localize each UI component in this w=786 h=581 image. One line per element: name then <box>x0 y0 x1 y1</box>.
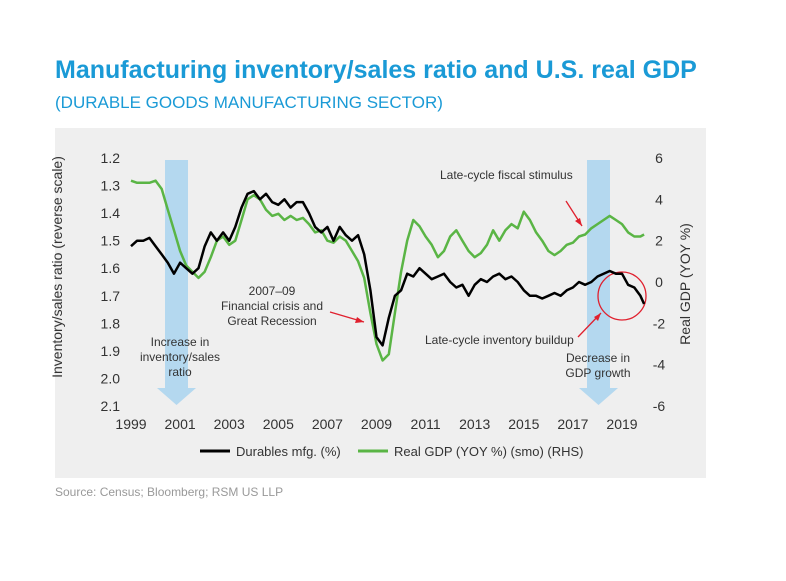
y-tick-label: 2.1 <box>101 398 121 414</box>
y-tick-label: 2.0 <box>101 370 121 386</box>
y-tick-label: 1.8 <box>101 315 121 331</box>
pointer-head <box>355 317 364 323</box>
annotation: inventory/sales <box>140 350 220 364</box>
annotation: Late-cycle inventory buildup <box>425 333 574 347</box>
y2-axis-label: Real GDP (YOY %) <box>677 223 693 345</box>
y-tick-label: 1.7 <box>101 288 121 304</box>
annotation: Financial crisis and <box>221 299 323 313</box>
y2-tick-label: 2 <box>655 233 663 249</box>
annotation: Decrease in <box>566 351 630 365</box>
annotation: ratio <box>168 365 192 379</box>
y-tick-label: 1.4 <box>101 205 121 221</box>
pointer-head <box>594 313 601 321</box>
x-tick-label: 2015 <box>508 416 539 432</box>
legend-label: Durables mfg. (%) <box>236 444 341 459</box>
x-tick-label: 2019 <box>606 416 637 432</box>
y2-tick-label: 4 <box>655 191 663 207</box>
x-tick-label: 2017 <box>557 416 588 432</box>
x-tick-label: 2001 <box>165 416 196 432</box>
chart-title: Manufacturing inventory/sales ratio and … <box>55 56 697 84</box>
y2-tick-label: -6 <box>653 398 666 414</box>
annotation: Great Recession <box>227 314 316 328</box>
y-tick-label: 1.3 <box>101 178 121 194</box>
x-tick-label: 2013 <box>459 416 490 432</box>
y-axis-label: Inventory/sales ratio (reverse scale) <box>49 156 65 378</box>
x-tick-label: 1999 <box>115 416 146 432</box>
chart-subtitle: (DURABLE GOODS MANUFACTURING SECTOR) <box>55 93 443 112</box>
y-tick-label: 1.6 <box>101 260 121 276</box>
annotation: Late-cycle fiscal stimulus <box>440 168 573 182</box>
data-line <box>130 189 646 347</box>
annotation: GDP growth <box>565 366 630 380</box>
annotation: Increase in <box>151 335 210 349</box>
y2-tick-label: 0 <box>655 274 663 290</box>
y2-tick-label: -4 <box>653 357 666 373</box>
x-tick-label: 2007 <box>312 416 343 432</box>
y-tick-label: 1.9 <box>101 343 121 359</box>
x-tick-label: 2011 <box>411 416 441 432</box>
x-tick-label: 2009 <box>361 416 392 432</box>
annotation: 2007–09 <box>249 284 296 298</box>
y2-tick-label: 6 <box>655 150 663 166</box>
x-tick-label: 2005 <box>263 416 294 432</box>
y-tick-label: 1.5 <box>101 233 121 249</box>
highlight-circle <box>597 271 647 321</box>
up-ratio-arrow <box>157 160 196 405</box>
source-note: Source: Census; Bloomberg; RSM US LLP <box>55 485 283 499</box>
y-tick-label: 1.2 <box>101 150 121 166</box>
gdp-down-arrow <box>579 160 618 405</box>
x-tick-label: 2003 <box>214 416 245 432</box>
arrows <box>157 160 618 405</box>
y2-tick-label: -2 <box>653 315 666 331</box>
pointer-head <box>575 218 582 226</box>
pointer-heads <box>355 218 601 323</box>
legend-label: Real GDP (YOY %) (smo) (RHS) <box>394 444 584 459</box>
